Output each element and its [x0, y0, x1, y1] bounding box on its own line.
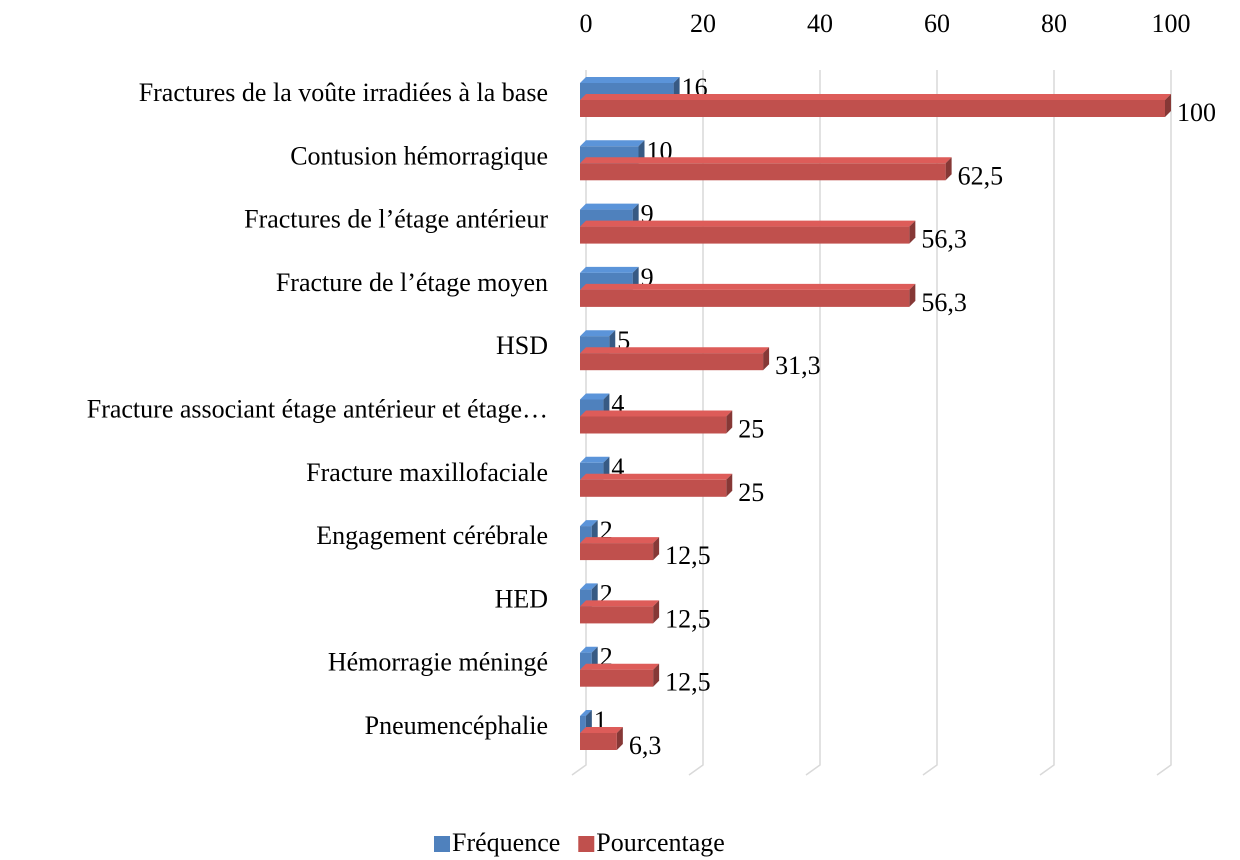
x-tick-label: 60	[924, 9, 950, 38]
data-label: 25	[738, 414, 764, 443]
bar-top	[580, 473, 733, 480]
x-tick-label: 40	[807, 9, 833, 38]
y-tick-label: Hémorragie méningé	[328, 648, 548, 677]
bar	[580, 606, 654, 624]
data-label: 56,3	[921, 288, 967, 317]
bar-top	[580, 600, 660, 607]
bar	[580, 289, 910, 307]
bar-side	[653, 600, 660, 624]
bar	[580, 416, 727, 434]
bar-top	[580, 77, 680, 83]
y-tick-label: Fractures de l’étage antérieur	[244, 205, 548, 234]
bar	[580, 479, 727, 497]
legend-label: Fréquence	[452, 828, 560, 857]
legend-swatch	[434, 836, 450, 852]
legend-swatch	[578, 836, 595, 852]
legend-label: Pourcentage	[596, 828, 725, 857]
data-label: 12,5	[665, 668, 711, 697]
bar-top	[580, 583, 598, 590]
data-label: 25	[738, 478, 764, 507]
data-label: 62,5	[958, 161, 1004, 190]
bar-top	[580, 283, 916, 290]
x-tick-label: 20	[690, 9, 716, 38]
y-tick-label: Fracture de l’étage moyen	[276, 268, 548, 297]
bar-side	[909, 283, 916, 307]
bar	[580, 716, 586, 733]
bar-top	[580, 663, 660, 670]
bar-top	[580, 646, 598, 653]
bar	[580, 669, 654, 687]
bar-top	[580, 157, 952, 164]
bar	[580, 733, 617, 750]
bar-side	[726, 473, 733, 497]
bar-top	[580, 710, 592, 716]
bar-top	[580, 203, 639, 210]
bar-top	[580, 140, 645, 147]
grid-line	[1039, 70, 1055, 776]
y-tick-label: Pneumencéphalie	[365, 711, 548, 740]
data-label: 56,3	[921, 225, 967, 254]
bar-side	[1165, 94, 1171, 117]
bar	[580, 353, 764, 371]
bar-top	[580, 727, 623, 733]
x-tick-label: 100	[1152, 9, 1191, 38]
grid-line	[922, 70, 938, 776]
data-label: 12,5	[665, 541, 711, 570]
y-tick-label: Engagement cérébrale	[316, 521, 548, 550]
bar-top	[580, 94, 1171, 100]
bar-top	[580, 537, 660, 544]
y-tick-label: Fracture associant étage antérieur et ét…	[87, 394, 548, 423]
data-label: 6,3	[629, 731, 662, 760]
bar-top	[580, 410, 733, 417]
y-tick-label: Fractures de la voûte irradiées à la bas…	[139, 78, 548, 107]
bar-top	[580, 456, 610, 463]
bar-side	[616, 727, 623, 750]
data-label: 100	[1177, 98, 1216, 127]
bar-side	[909, 220, 916, 244]
bar-side	[726, 410, 733, 434]
bar	[580, 100, 1165, 117]
bar-top	[580, 520, 598, 527]
x-tick-label: 0	[580, 9, 593, 38]
bar	[580, 652, 592, 670]
bar-top	[580, 330, 616, 337]
y-tick-label: HSD	[496, 331, 548, 360]
bar	[580, 163, 946, 181]
bar-side	[653, 537, 660, 561]
bar-top	[580, 393, 610, 400]
bar-side	[653, 663, 660, 687]
grid-line	[1156, 70, 1172, 776]
y-tick-label: Contusion hémorragique	[290, 141, 548, 170]
x-tick-label: 80	[1041, 9, 1067, 38]
bar-top	[580, 347, 770, 354]
data-label: 31,3	[775, 351, 821, 380]
bar-top	[580, 220, 916, 227]
bar	[580, 526, 592, 544]
bar-top	[580, 266, 639, 273]
data-label: 12,5	[665, 604, 711, 633]
bar	[580, 543, 654, 561]
y-tick-label: HED	[495, 584, 548, 613]
bar-side	[763, 347, 770, 371]
bar-side	[945, 157, 952, 181]
bar	[580, 589, 592, 607]
y-tick-label: Fracture maxillofaciale	[306, 458, 548, 487]
bar	[580, 226, 910, 244]
